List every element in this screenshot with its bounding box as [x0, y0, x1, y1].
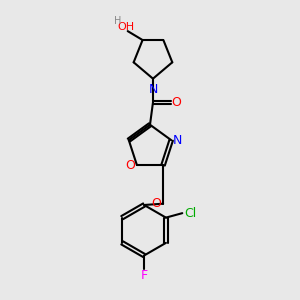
Text: N: N	[148, 83, 158, 96]
Text: N: N	[173, 134, 182, 147]
Text: F: F	[140, 269, 148, 282]
Text: Cl: Cl	[184, 207, 197, 220]
Text: O: O	[171, 96, 181, 109]
Text: OH: OH	[118, 22, 135, 32]
Text: H: H	[114, 16, 121, 26]
Text: O: O	[125, 159, 135, 172]
Text: O: O	[152, 197, 161, 210]
